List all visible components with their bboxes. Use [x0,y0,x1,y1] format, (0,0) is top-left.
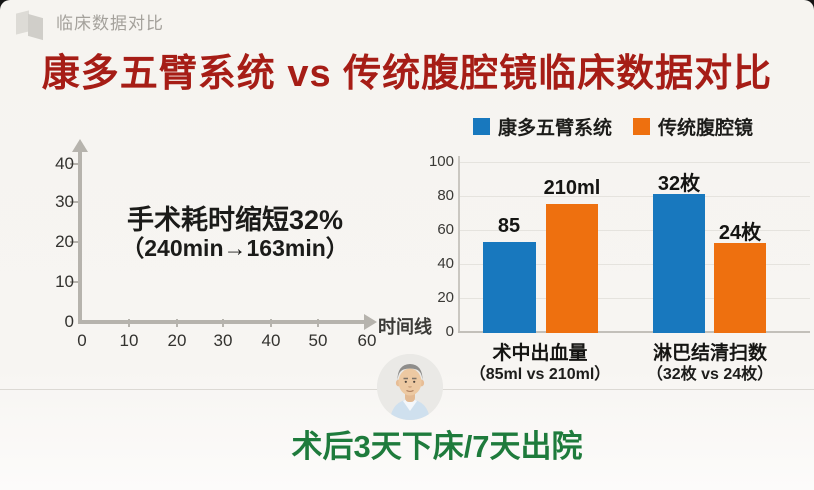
brand-logo-icon [14,9,48,41]
timeline-axis-title: 时间线 [378,317,432,337]
x-tick-label: 50 [308,331,328,350]
category-label-blood-loss: 术中出血量 [492,343,588,364]
bar-y-tick-label: 80 [437,187,454,204]
category-detail-lymph-nodes: （32枚 vs 24枚） [646,366,774,383]
legend-item-kangduo: 康多五臂系统 [473,113,612,140]
y-tick-mark [70,281,79,283]
surgery-time-annotation-detail: （240min→163min） [121,235,349,261]
y-tick-label: 10 [55,272,74,291]
category-detail-blood-loss: （85ml vs 210ml） [469,366,611,383]
bar-value-label: 210ml [543,177,601,199]
x-tick-mark [176,319,178,327]
legend-label: 康多五臂系统 [498,118,613,139]
bar-lymph-nodes-laparoscope [714,243,766,333]
slide-title: 康多五臂系统 vs 传统腹腔镜临床数据对比 [41,53,773,95]
timeline-y-axis-arrow-icon [72,139,88,152]
bar-y-tick-label: 60 [437,221,454,238]
gridline [459,264,810,265]
patient-avatar [377,354,443,420]
bar-blood-loss-laparoscope [546,204,598,333]
x-tick-label: 60 [357,331,377,350]
timeline-x-axis-arrow-icon [364,314,377,330]
gridline [459,230,810,231]
legend-item-laparoscope: 传统腹腔镜 [633,113,753,140]
x-tick-label: 20 [167,331,187,350]
x-tick-mark [222,319,224,327]
y-tick-label: 30 [55,192,74,211]
y-tick-mark [70,201,79,203]
bar-value-label: 24枚 [718,222,762,244]
gridline [459,162,810,163]
bar-value-label: 85 [497,215,521,237]
bar-y-tick-label: 40 [437,255,454,272]
y-tick-label: 40 [55,154,74,173]
x-tick-mark [270,319,272,327]
category-label-lymph-nodes: 淋巴结清扫数 [652,343,767,364]
bar-y-tick-label: 0 [445,323,454,340]
bar-chart-baseline [458,331,810,333]
bar-y-tick-label: 100 [428,153,454,170]
bar-y-tick-label: 20 [437,289,454,306]
y-tick-label: 0 [64,312,74,331]
legend-label: 传统腹腔镜 [658,118,754,139]
legend-swatch-orange [633,118,650,135]
legend-swatch-blue [473,118,490,135]
bar-blood-loss-kangduo [483,242,536,333]
timeline-y-axis [78,151,82,323]
gridline [459,298,810,299]
bar-value-label: 32枚 [657,173,701,195]
patient-portrait-image [377,354,443,420]
x-tick-label: 10 [119,331,139,350]
y-tick-label: 20 [55,232,74,251]
gridline [459,196,810,197]
x-tick-label: 30 [213,331,233,350]
x-tick-label: 0 [77,331,87,350]
bar-chart-y-axis [458,156,460,333]
watermark-label: 临床数据对比 [56,14,164,33]
x-tick-mark [317,319,319,327]
y-tick-mark [70,163,79,165]
y-tick-mark [70,241,79,243]
bar-lymph-nodes-kangduo [653,194,705,333]
x-tick-label: 40 [261,331,281,350]
recovery-note: 术后3天下床/7天出院 [291,429,583,464]
surgery-time-annotation: 手术耗时缩短32% [126,205,344,235]
x-tick-mark [128,319,130,327]
